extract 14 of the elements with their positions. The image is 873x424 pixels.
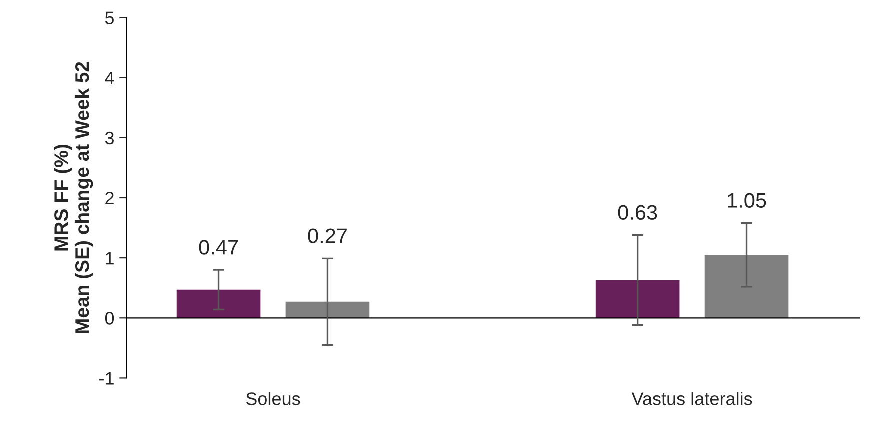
y-tick-label: 0	[105, 312, 114, 325]
y-axis-title: MRS FF (%) Mean (SE) change at Week 52	[54, 62, 94, 334]
y-tick-label: 3	[105, 132, 114, 145]
data-label: 0.27	[308, 228, 347, 244]
y-tick-label: -1	[100, 372, 114, 385]
data-label: 0.47	[199, 240, 238, 255]
x-tick-label: Vastus lateralis	[632, 392, 752, 406]
x-tick-label: Soleus	[246, 392, 300, 406]
y-tick-label: 1	[106, 252, 114, 265]
data-label: 0.63	[618, 205, 658, 220]
y-tick-label: 2	[106, 192, 114, 205]
data-label: 1.05	[728, 193, 766, 208]
y-tick-label: 5	[105, 12, 114, 25]
y-tick-label: 4	[105, 72, 114, 84]
